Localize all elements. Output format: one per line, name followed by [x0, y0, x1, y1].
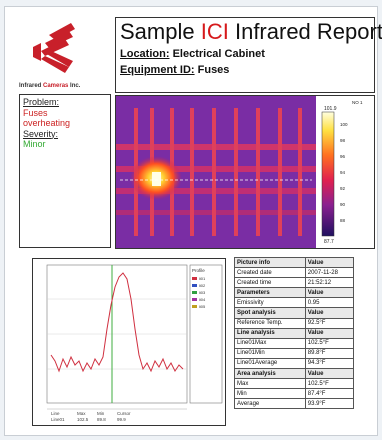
table-cell-value: 0.95 — [304, 297, 355, 309]
table-cell-label: Reference Temp. — [234, 317, 306, 329]
graph-footer-cell: 89.8 — [97, 417, 106, 422]
table-cell-value: 21:52:12 — [304, 277, 355, 289]
equipment-value: Fuses — [197, 64, 230, 76]
table-cell-value: 102.5°F — [304, 337, 355, 349]
table-cell-value: 2007-11-28 — [304, 267, 355, 279]
problem-label: Problem: — [23, 97, 60, 107]
profile-graph: Profile li01 li02 li03 li04 li05 Line Ma… — [32, 258, 226, 426]
table-cell-label: Min — [234, 388, 306, 400]
table-section-header: Area analysis Value — [234, 368, 355, 380]
severity-label: Severity: — [23, 128, 59, 139]
profile-graph-graphic: Profile li01 li02 li03 li04 li05 Line Ma… — [46, 264, 223, 422]
title-part-1: Sample — [120, 19, 195, 44]
table-cell-label: Line01Max — [234, 337, 306, 349]
table-row: Max 102.5°F — [234, 378, 355, 390]
table-cell-label: Created time — [234, 277, 306, 289]
scale-tick: 96 — [340, 154, 346, 159]
table-cell-label: Area analysis — [234, 368, 306, 380]
table-cell-value: Value — [304, 368, 355, 380]
legend-item: li02 — [199, 283, 206, 288]
table-cell-label: Line analysis — [234, 327, 306, 339]
table-cell-value: 87.4°F — [304, 388, 355, 400]
legend-item: li03 — [199, 290, 206, 295]
problem-line-1: Fuses — [23, 107, 48, 118]
table-row: Min 87.4°F — [234, 388, 355, 400]
table-row: Created time 21:52:12 — [234, 277, 355, 289]
table-cell-value: 92.5°F — [304, 317, 355, 329]
table-cell-label: Max — [234, 378, 306, 390]
logo-word-3: Inc. — [70, 83, 81, 89]
info-table: Picture info Value Created date 2007-11-28 C… — [234, 256, 355, 410]
table-cell-label: Emissivity — [234, 297, 306, 309]
location-label: Location: — [120, 48, 170, 60]
table-cell-value: 89.8°F — [304, 347, 355, 359]
table-cell-value: 94.3°F — [304, 357, 355, 370]
logo-word-2: Cameras — [43, 83, 69, 89]
scale-tick: 92 — [340, 186, 346, 191]
table-cell-value: Value — [304, 287, 355, 299]
company-logo: Infrared Cameras Inc. — [19, 17, 119, 93]
report-page: Infrared Cameras Inc. Sample ICI Infrare… — [4, 6, 382, 436]
table-section-header: Line analysis Value — [234, 327, 355, 339]
table-row: Emissivity 0.95 — [234, 297, 355, 309]
table-row: Average 93.9°F — [234, 398, 355, 410]
location-value: Electrical Cabinet — [172, 48, 265, 60]
scale-max-label: 101.9 — [324, 106, 337, 112]
logo-word-1: Infrared — [19, 83, 42, 89]
legend-item: li01 — [199, 276, 206, 281]
location-line: Location: Electrical Cabinet — [120, 48, 265, 60]
table-section-header: Parameters Value — [234, 287, 355, 299]
scale-min-label: 87.7 — [324, 239, 334, 245]
severity-value: Minor — [23, 139, 46, 149]
report-header: Sample ICI Infrared Report Location: Ele… — [115, 17, 382, 93]
table-row: Line01Average 94.3°F — [234, 357, 355, 370]
table-cell-label: Parameters — [234, 287, 306, 299]
legend-title: Profile — [192, 268, 205, 273]
equipment-label: Equipment ID: — [120, 64, 195, 76]
title-accent: ICI — [200, 19, 229, 44]
title-part-2: Infrared Report — [234, 19, 382, 44]
table-cell-label: Average — [234, 398, 306, 410]
thermal-image: 101.9 87.7 NO 1 100 98 96 94 92 90 88 — [115, 95, 375, 249]
table-cell-label: Line01Average — [234, 357, 306, 370]
corner-label: NO 1 — [352, 100, 363, 105]
table-row: Line01Max 102.5°F — [234, 337, 355, 349]
table-section-header: Spot analysis Value — [234, 307, 355, 319]
legend-item: li04 — [199, 297, 206, 302]
graph-footer-cell: Min — [97, 411, 105, 416]
scale-tick: 90 — [340, 202, 346, 207]
scale-tick: 94 — [340, 170, 346, 175]
scale-tick: 98 — [340, 138, 346, 143]
graph-footer-cell: 99.9 — [117, 417, 126, 422]
table-cell-label: Created date — [234, 267, 306, 279]
table-cell-value: Value — [304, 256, 355, 269]
table-row: Created date 2007-11-28 — [234, 267, 355, 279]
table-cell-label: Spot analysis — [234, 307, 306, 319]
equipment-line: Equipment ID: Fuses — [120, 64, 229, 76]
report-title: Sample ICI Infrared Report — [120, 19, 382, 45]
table-section-header: Picture info Value — [234, 256, 355, 269]
graph-footer-cell: Line01 — [51, 417, 65, 422]
table-cell-value: Value — [304, 327, 355, 339]
table-cell-label: Picture info — [234, 256, 306, 269]
legend-item: li05 — [199, 304, 206, 309]
graph-footer-cell: 102.5 — [77, 417, 89, 422]
logo-icon — [33, 23, 75, 73]
problem-line-2: overheating — [23, 118, 71, 128]
thermal-image-graphic: 101.9 87.7 NO 1 100 98 96 94 92 90 88 — [116, 96, 374, 248]
table-cell-value: 93.9°F — [304, 398, 355, 410]
table-cell-label: Line01Min — [234, 347, 306, 359]
logo-text: Infrared Cameras Inc. — [19, 83, 119, 89]
table-cell-value: Value — [304, 307, 355, 319]
graph-footer-cell: Line — [51, 411, 60, 416]
graph-footer-cell: Cursor — [117, 411, 131, 416]
scale-tick: 100 — [340, 122, 348, 127]
table-row: Line01Min 89.8°F — [234, 347, 355, 359]
graph-footer-cell: Max — [77, 411, 86, 416]
table-cell-value: 102.5°F — [304, 378, 355, 390]
problem-panel: Problem: Fuses overheating Severity: Min… — [19, 94, 111, 248]
table-row: Reference Temp. 92.5°F — [234, 317, 355, 329]
scale-tick: 88 — [340, 218, 346, 223]
